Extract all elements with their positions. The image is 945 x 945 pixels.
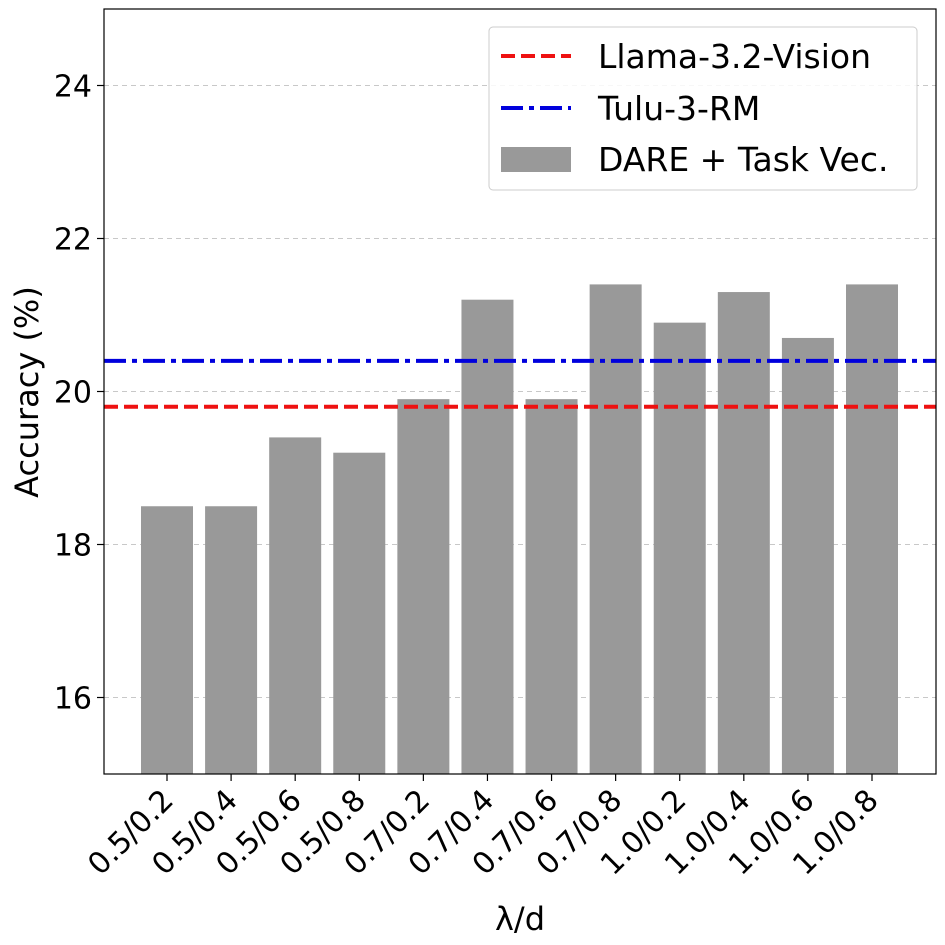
bar (846, 284, 898, 774)
legend: Llama-3.2-Vision Tulu-3-RM DARE + Task V… (488, 26, 918, 191)
bar (461, 299, 514, 774)
bar (397, 399, 450, 774)
legend-label-tulu: Tulu-3-RM (597, 89, 760, 128)
legend-label-llama: Llama-3.2-Vision (598, 37, 871, 76)
bar (269, 437, 322, 774)
y-tick-label: 18 (54, 529, 92, 564)
reference-lines (104, 358, 936, 409)
y-tick-label: 20 (54, 376, 92, 411)
y-tick-label: 16 (54, 682, 92, 717)
y-tick-label: 22 (54, 223, 92, 258)
bars (141, 284, 898, 774)
legend-bar-swatch (501, 147, 571, 172)
y-axis: 16 18 20 22 24 (54, 70, 104, 717)
legend-label-dare: DARE + Task Vec. (598, 140, 888, 179)
legend-box (488, 26, 918, 191)
bar (141, 506, 193, 774)
y-axis-title: Accuracy (%) (8, 286, 46, 498)
bar (717, 292, 770, 774)
bar (653, 322, 706, 774)
bar (333, 452, 386, 774)
bar (589, 284, 642, 774)
y-tick-label: 24 (54, 70, 92, 105)
bar (781, 337, 834, 774)
bar (205, 506, 258, 774)
bar (525, 399, 578, 774)
x-axis-title: λ/d (495, 900, 545, 938)
